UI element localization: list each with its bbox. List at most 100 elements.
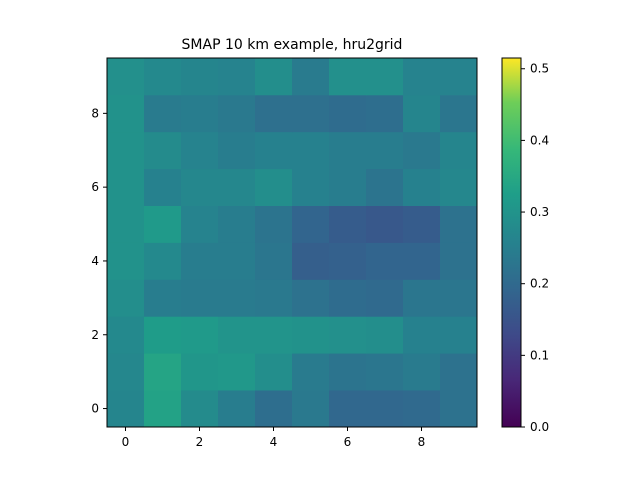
colorbar-tick-label: 0.3 [530, 205, 549, 219]
heatmap-cell [329, 205, 367, 243]
heatmap-cell [403, 94, 441, 133]
heatmap-cell [292, 168, 330, 206]
colorbar-tick-label: 0.5 [530, 62, 549, 76]
heatmap-cell [292, 279, 330, 317]
heatmap-cell [144, 316, 182, 354]
heatmap-cell [255, 242, 293, 280]
colorbar-ticks: 0.0 0.1 0.2 0.3 0.4 0.5 [521, 62, 549, 434]
chart-title: SMAP 10 km example, hru2grid [182, 37, 403, 53]
heatmap-cell [144, 131, 182, 170]
heatmap-cell [329, 242, 367, 280]
x-tick-label: 4 [270, 435, 278, 449]
heatmap-cell [255, 94, 293, 133]
x-tick-label: 6 [344, 435, 352, 449]
heatmap-cell [107, 94, 145, 133]
heatmap-cell [440, 242, 478, 280]
heatmap-cell [255, 131, 293, 170]
heatmap-cell [181, 279, 219, 317]
heatmap-cell [292, 316, 330, 354]
heatmap-cell [366, 279, 404, 317]
heatmap-cell [181, 131, 219, 170]
heatmap-cell [144, 94, 182, 133]
heatmap-cell [218, 131, 256, 170]
heatmap-cell [292, 205, 330, 243]
y-tick-label: 2 [91, 328, 99, 342]
heatmap-cell [329, 131, 367, 170]
heatmap-cell [440, 390, 478, 428]
heatmap-cell [292, 58, 330, 96]
heatmap-cell [366, 205, 404, 243]
heatmap-cell [329, 390, 367, 428]
heatmap-cell [181, 58, 219, 96]
heatmap-cell [329, 279, 367, 317]
x-tick-label: 8 [418, 435, 426, 449]
heatmap-cell [329, 168, 367, 206]
heatmap-cell [366, 94, 404, 133]
heatmap-cell [181, 168, 219, 206]
heatmap-cell [218, 58, 256, 96]
heatmap-cell [403, 316, 441, 354]
heatmap-cell [218, 390, 256, 428]
heatmap-cell [144, 279, 182, 317]
heatmap-cell [107, 242, 145, 280]
x-axis: 0 2 4 6 8 [122, 427, 426, 449]
heatmap-cell [329, 94, 367, 133]
heatmap-cell [255, 168, 293, 206]
y-tick-label: 4 [91, 254, 99, 268]
heatmap-cell [403, 205, 441, 243]
heatmap-cell [218, 316, 256, 354]
heatmap-cell [144, 390, 182, 428]
heatmap-cell [181, 242, 219, 280]
colorbar-tick-label: 0.1 [530, 348, 549, 362]
heatmap-cell [440, 279, 478, 317]
heatmap-cell [181, 205, 219, 243]
heatmap-cell [255, 279, 293, 317]
heatmap-cell [255, 205, 293, 243]
heatmap-cell [181, 390, 219, 428]
heatmap-cell [144, 58, 182, 96]
heatmap-cell [440, 131, 478, 170]
heatmap-cell [440, 205, 478, 243]
heatmap-cell [366, 168, 404, 206]
heatmap-cell [403, 131, 441, 170]
heatmap-cell [366, 316, 404, 354]
heatmap-cell [292, 131, 330, 170]
heatmap-cell [403, 353, 441, 391]
heatmap-cell [366, 390, 404, 428]
heatmap-cell [366, 58, 404, 96]
heatmap-cell [329, 353, 367, 391]
colorbar-tick-label: 0.4 [530, 133, 549, 147]
heatmap-cell [292, 94, 330, 133]
heatmap-cell [107, 205, 145, 243]
heatmap-cell [403, 58, 441, 96]
heatmap-cell [218, 94, 256, 133]
heatmap-cell [107, 279, 145, 317]
heatmap-cell [255, 353, 293, 391]
heatmap-cell [440, 94, 478, 133]
heatmap-cell [255, 316, 293, 354]
heatmap-cell [403, 168, 441, 206]
x-tick-label: 2 [196, 435, 204, 449]
heatmap-cell [181, 94, 219, 133]
heatmap-cell [440, 316, 478, 354]
heatmap-cell [144, 242, 182, 280]
heatmap-cell [144, 353, 182, 391]
colorbar-tick-label: 0.0 [530, 420, 549, 434]
colorbar-tick-label: 0.2 [530, 277, 549, 291]
heatmap-cell [107, 168, 145, 206]
heatmap-cell [255, 58, 293, 96]
heatmap-cell [218, 205, 256, 243]
heatmap-cell [292, 353, 330, 391]
heatmap-cell [329, 316, 367, 354]
heatmap-cell [366, 353, 404, 391]
heatmap-cell [292, 390, 330, 428]
heatmap-cell [181, 316, 219, 354]
heatmap-cell [107, 131, 145, 170]
plot-frame [106, 57, 478, 428]
colorbar: 0.0 0.1 0.2 0.3 0.4 0.5 [501, 57, 549, 434]
heatmap-cell [107, 58, 145, 96]
heatmap-cell [218, 168, 256, 206]
y-tick-label: 6 [91, 180, 99, 194]
y-tick-label: 0 [91, 402, 99, 416]
